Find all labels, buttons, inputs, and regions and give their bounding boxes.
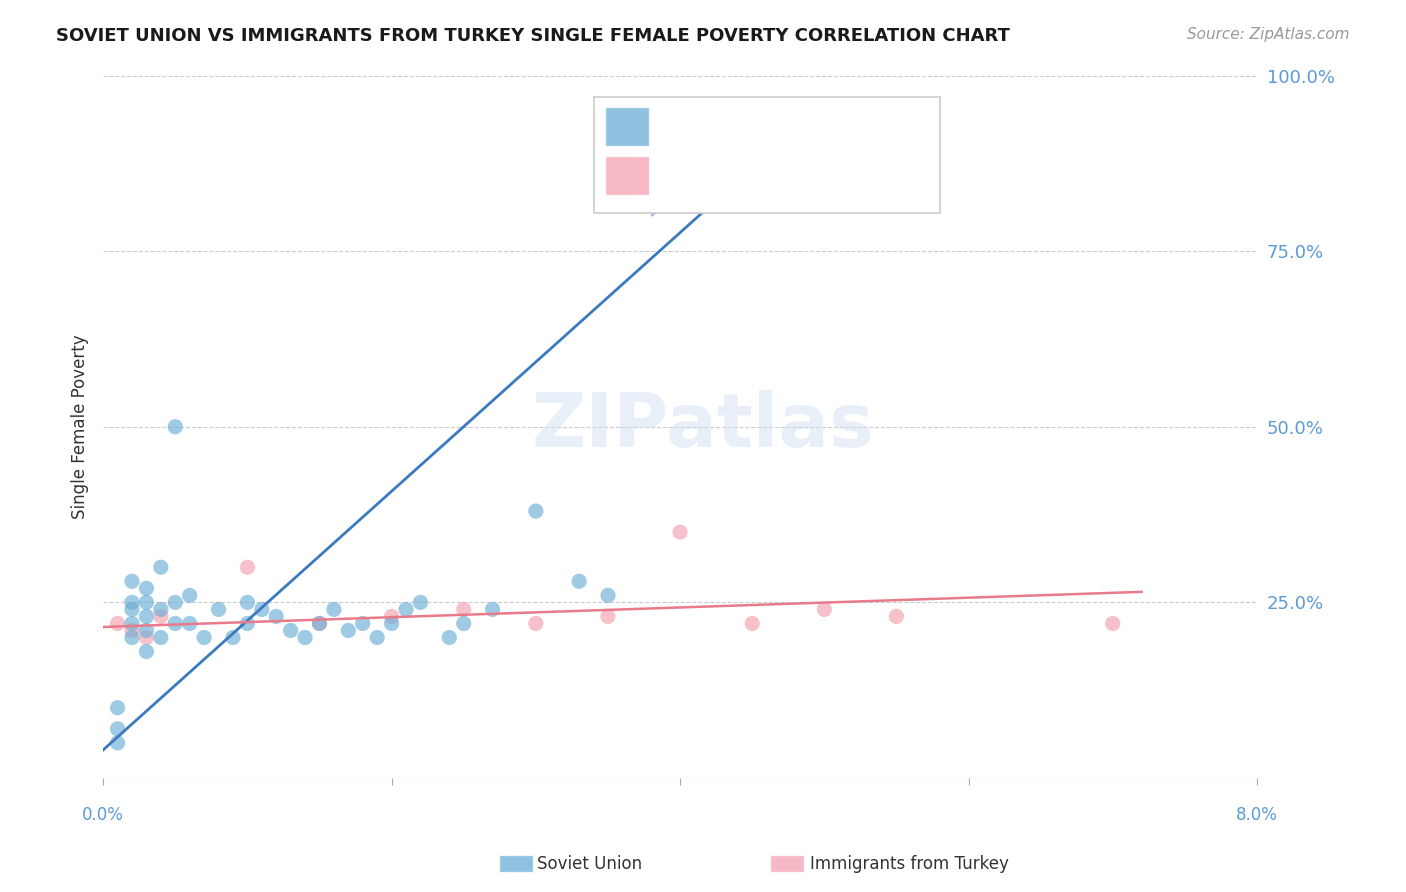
Point [813, 602, 835, 616]
Point [366, 631, 388, 645]
Point [453, 616, 475, 631]
Point [409, 595, 432, 609]
Point [193, 631, 215, 645]
Point [669, 525, 692, 540]
Point [121, 616, 143, 631]
Point [135, 609, 157, 624]
Point [308, 616, 330, 631]
Point [165, 616, 187, 631]
Point [121, 574, 143, 589]
Text: R = 0.370   N = 15: R = 0.370 N = 15 [661, 164, 845, 184]
Point [596, 609, 619, 624]
Point [121, 631, 143, 645]
FancyBboxPatch shape [593, 96, 939, 212]
Text: 8.0%: 8.0% [1236, 806, 1278, 824]
Text: SOVIET UNION VS IMMIGRANTS FROM TURKEY SINGLE FEMALE POVERTY CORRELATION CHART: SOVIET UNION VS IMMIGRANTS FROM TURKEY S… [56, 27, 1010, 45]
FancyBboxPatch shape [605, 107, 650, 145]
Point [207, 602, 229, 616]
Point [135, 582, 157, 596]
Point [741, 616, 763, 631]
Point [264, 609, 287, 624]
Point [179, 616, 201, 631]
Point [121, 602, 143, 616]
Point [568, 574, 591, 589]
Point [250, 602, 273, 616]
Point [381, 609, 404, 624]
Point [524, 616, 547, 631]
Point [294, 631, 316, 645]
Point [165, 595, 187, 609]
Point [640, 118, 662, 132]
Point [165, 419, 187, 434]
Text: 0.0%: 0.0% [82, 806, 124, 824]
Y-axis label: Single Female Poverty: Single Female Poverty [72, 334, 89, 519]
Text: R = 0.649   N = 46: R = 0.649 N = 46 [661, 115, 845, 134]
Point [149, 609, 172, 624]
Point [107, 700, 129, 714]
Point [149, 631, 172, 645]
Point [107, 736, 129, 750]
Text: Soviet Union: Soviet Union [537, 855, 643, 873]
Point [337, 624, 360, 638]
Text: ZIPatlas: ZIPatlas [531, 391, 875, 463]
Point [481, 602, 503, 616]
Point [121, 624, 143, 638]
Point [453, 602, 475, 616]
Point [149, 602, 172, 616]
Point [308, 616, 330, 631]
Point [524, 504, 547, 518]
Point [596, 588, 619, 602]
Point [236, 560, 259, 574]
Point [121, 595, 143, 609]
Point [236, 595, 259, 609]
Point [727, 125, 749, 139]
Point [107, 722, 129, 736]
Point [886, 609, 908, 624]
Text: Source: ZipAtlas.com: Source: ZipAtlas.com [1187, 27, 1350, 42]
Point [381, 616, 404, 631]
Text: Immigrants from Turkey: Immigrants from Turkey [810, 855, 1008, 873]
Point [135, 624, 157, 638]
Point [179, 588, 201, 602]
Point [222, 631, 245, 645]
Point [322, 602, 344, 616]
FancyBboxPatch shape [605, 156, 650, 195]
Point [135, 631, 157, 645]
Point [352, 616, 374, 631]
Point [280, 624, 302, 638]
Point [236, 616, 259, 631]
Point [149, 560, 172, 574]
Point [395, 602, 418, 616]
Point [107, 616, 129, 631]
Point [135, 644, 157, 658]
Point [1101, 616, 1123, 631]
Point [439, 631, 461, 645]
Point [135, 595, 157, 609]
